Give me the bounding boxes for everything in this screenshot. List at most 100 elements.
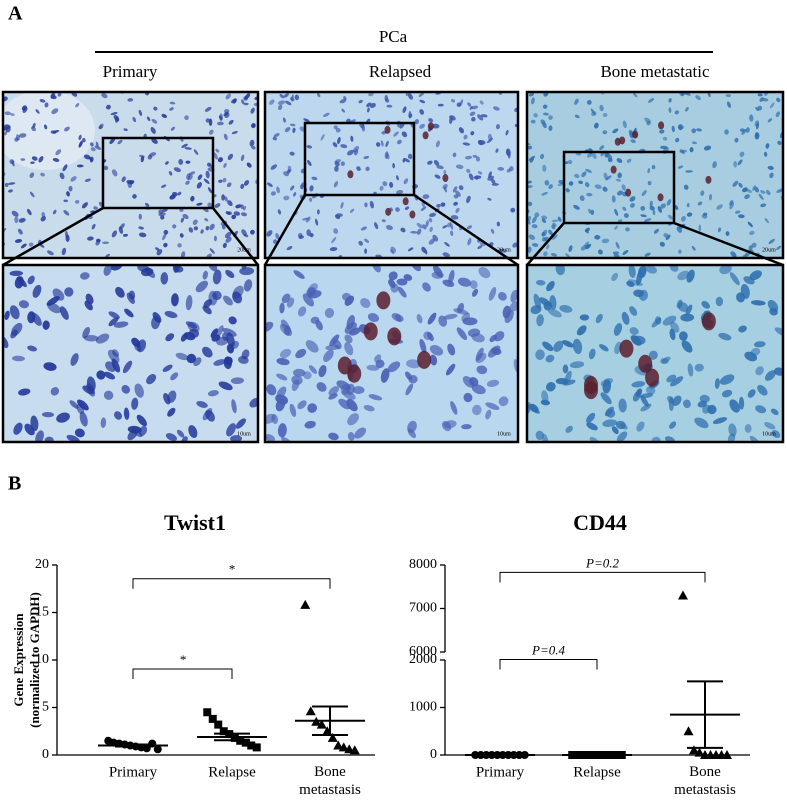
column-label: Relapsed [369, 62, 432, 81]
nucleus [760, 203, 767, 208]
nucleus [477, 114, 484, 121]
nucleus [617, 172, 622, 179]
nucleus [13, 422, 23, 435]
nucleus [541, 215, 548, 220]
x-tick-label: Primary [109, 764, 158, 780]
nucleus [310, 316, 320, 324]
nucleus [573, 204, 580, 210]
nucleus [426, 332, 434, 342]
nucleus [42, 320, 50, 330]
nucleus [147, 154, 153, 160]
nucleus [117, 139, 123, 145]
nucleus [686, 269, 695, 283]
nucleus [278, 104, 283, 111]
nucleus [419, 99, 426, 104]
nucleus [667, 214, 674, 220]
nucleus [738, 214, 745, 219]
nucleus [132, 116, 137, 123]
nucleus [681, 215, 686, 222]
nucleus [419, 109, 425, 115]
nucleus [298, 232, 303, 238]
nucleus [599, 104, 604, 112]
nucleus [180, 333, 188, 342]
nucleus [181, 436, 188, 442]
nucleus [568, 181, 574, 186]
nucleus [231, 214, 237, 220]
nucleus [346, 314, 355, 330]
nucleus [429, 226, 433, 232]
nucleus [403, 274, 413, 281]
nucleus [180, 217, 185, 223]
stained-cell [387, 327, 402, 346]
nucleus [294, 94, 300, 101]
nucleus [428, 118, 434, 123]
nucleus [243, 180, 250, 186]
nucleus [428, 238, 436, 245]
nucleus [388, 271, 398, 281]
nucleus [226, 344, 234, 354]
stained-cell [610, 165, 617, 174]
nucleus [47, 250, 54, 256]
nucleus [328, 393, 338, 400]
micrograph [3, 265, 258, 442]
nucleus [402, 106, 407, 114]
nucleus [467, 328, 481, 337]
stained-cell [632, 130, 639, 139]
nucleus [486, 137, 493, 144]
nucleus [659, 241, 665, 247]
nucleus [138, 232, 147, 238]
y-axis-label: (normalized to GAPDH) [27, 592, 42, 728]
stained-cell [384, 125, 391, 134]
nucleus [126, 179, 134, 185]
nucleus [27, 275, 35, 285]
nucleus [197, 174, 203, 180]
nucleus [202, 270, 208, 280]
nucleus [221, 224, 226, 230]
nucleus [165, 161, 169, 165]
nucleus [581, 171, 587, 178]
nucleus [181, 143, 188, 148]
nucleus [598, 249, 603, 255]
scale-bar-label: 10um [237, 431, 251, 437]
nucleus [78, 140, 83, 148]
nucleus [510, 207, 516, 213]
nucleus [719, 265, 732, 275]
nucleus [52, 209, 57, 215]
nucleus [266, 230, 273, 237]
nucleus [223, 295, 233, 306]
nucleus [178, 158, 184, 165]
nucleus [138, 109, 143, 116]
data-point [689, 745, 699, 755]
nucleus [493, 331, 505, 342]
nucleus [170, 372, 179, 381]
nucleus [744, 252, 751, 257]
nucleus [602, 419, 618, 427]
nucleus [349, 327, 361, 336]
y-tick-label: 8000 [409, 557, 437, 572]
nucleus [777, 140, 782, 146]
nucleus [636, 421, 645, 432]
nucleus [289, 151, 295, 156]
nucleus [719, 374, 735, 385]
nucleus [474, 175, 479, 181]
nucleus [40, 216, 46, 222]
nucleus [225, 269, 235, 279]
nucleus [75, 103, 80, 108]
zoom-line [413, 193, 519, 267]
nucleus [622, 249, 629, 255]
nucleus [240, 212, 248, 217]
nucleus [584, 229, 589, 234]
nucleus [165, 333, 175, 342]
nucleus [632, 92, 638, 98]
nucleus [601, 238, 610, 244]
nucleus [630, 139, 636, 144]
nucleus [52, 157, 60, 162]
nucleus [434, 174, 441, 179]
nucleus [649, 205, 655, 211]
nucleus [70, 353, 79, 366]
nucleus [381, 219, 386, 223]
nucleus [308, 365, 318, 374]
nucleus [404, 206, 410, 210]
nucleus [611, 426, 619, 435]
